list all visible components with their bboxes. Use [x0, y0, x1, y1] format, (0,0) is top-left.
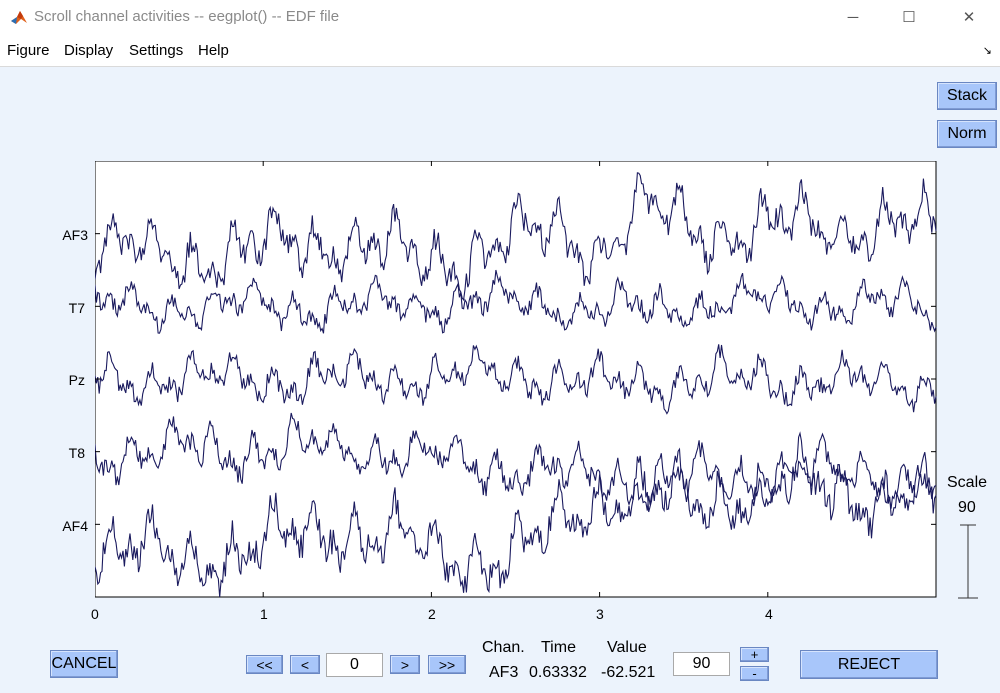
- chan-header: Chan.: [482, 639, 525, 656]
- window-title: Scroll channel activities -- eegplot() -…: [34, 8, 340, 25]
- scale-value: 90: [958, 499, 976, 516]
- maximize-icon: ☐: [902, 9, 916, 26]
- channel-label: Pz: [68, 372, 85, 388]
- toolbar-toggle-icon[interactable]: ↘: [982, 45, 992, 57]
- menu-display[interactable]: Display: [64, 42, 114, 59]
- eeg-traces: [95, 172, 937, 598]
- next-page-button[interactable]: >: [390, 655, 420, 674]
- close-icon: ✕: [962, 9, 976, 26]
- eeg-trace-t7: [95, 269, 937, 334]
- eeg-trace-t8: [95, 412, 937, 511]
- menu-settings[interactable]: Settings: [129, 42, 184, 59]
- scale-label: Scale: [947, 474, 988, 491]
- increase-spacing-button[interactable]: +: [740, 647, 769, 662]
- x-tick-label: 1: [260, 606, 268, 622]
- axis-ticks: [95, 161, 936, 597]
- menu-help[interactable]: Help: [198, 42, 229, 59]
- norm-button[interactable]: Norm: [937, 120, 997, 148]
- x-tick-label: 0: [91, 606, 99, 622]
- value-header: Value: [607, 639, 647, 656]
- decrease-spacing-button[interactable]: -: [740, 666, 769, 681]
- channel-label: T7: [68, 300, 85, 316]
- menu-bar: Figure Display Settings Help ↘: [0, 34, 1000, 67]
- first-page-button[interactable]: <<: [246, 655, 283, 674]
- scale-bar: [958, 524, 978, 599]
- spacing-input[interactable]: 90: [673, 652, 730, 676]
- minimize-button[interactable]: ─: [830, 4, 876, 30]
- last-page-button[interactable]: >>: [428, 655, 466, 674]
- time-header: Time: [541, 639, 576, 656]
- close-button[interactable]: ✕: [946, 4, 992, 30]
- maximize-button[interactable]: ☐: [886, 4, 932, 30]
- x-tick-label: 2: [428, 606, 436, 622]
- prev-page-button[interactable]: <: [290, 655, 320, 674]
- position-input[interactable]: 0: [326, 653, 383, 677]
- menu-figure[interactable]: Figure: [7, 42, 50, 59]
- channel-label: T8: [68, 445, 85, 461]
- time-readout: 0.63332: [529, 664, 587, 681]
- minimize-icon: ─: [847, 8, 859, 26]
- title-bar: Scroll channel activities -- eegplot() -…: [0, 0, 1000, 34]
- matlab-icon: [10, 8, 28, 26]
- x-tick-label: 4: [765, 606, 773, 622]
- reject-button[interactable]: REJECT: [800, 650, 938, 679]
- eeg-trace-pz: [95, 344, 937, 415]
- channel-label: AF3: [62, 227, 88, 243]
- channel-label: AF4: [62, 518, 88, 534]
- cancel-button[interactable]: CANCEL: [50, 650, 118, 678]
- eeg-trace-af4: [95, 431, 937, 598]
- eeg-plot[interactable]: [95, 161, 937, 598]
- eeg-trace-af3: [95, 172, 937, 302]
- chan-readout: AF3: [489, 664, 519, 681]
- stack-button[interactable]: Stack: [937, 82, 997, 110]
- value-readout: -62.521: [601, 664, 656, 681]
- x-tick-label: 3: [596, 606, 604, 622]
